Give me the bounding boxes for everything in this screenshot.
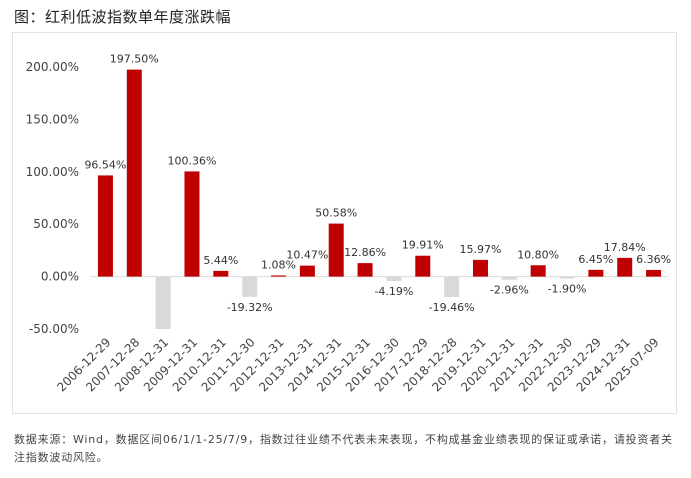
data-label: 17.84% (604, 241, 646, 254)
bar (559, 276, 575, 279)
data-label: -1.90% (548, 283, 587, 296)
bar (271, 275, 287, 277)
bar (357, 263, 373, 277)
y-tick-label: -50.00% (29, 322, 79, 336)
data-label: 6.45% (578, 253, 613, 266)
data-label: 6.36% (636, 253, 671, 266)
bar (415, 255, 431, 277)
bar (386, 276, 402, 281)
data-label: 197.50% (110, 53, 159, 66)
bar (242, 276, 258, 297)
data-label: 100.36% (167, 154, 216, 167)
data-label: 5.44% (203, 254, 238, 267)
bar (444, 276, 460, 297)
data-label: 50.58% (315, 207, 357, 220)
bar (328, 223, 344, 277)
y-tick-label: 0.00% (41, 270, 79, 284)
bar (472, 259, 488, 277)
bar (646, 269, 662, 277)
data-label: 15.97% (459, 243, 501, 256)
bar (588, 269, 604, 277)
bar (299, 265, 315, 277)
data-label: 96.54% (84, 158, 126, 171)
data-label: -19.32% (227, 301, 273, 314)
bar (184, 171, 200, 277)
bar-chart: 200.00% 150.00% 100.00% 50.00% 0.00% -50.00% 9… (26, 53, 671, 395)
bar (213, 270, 229, 277)
y-tick-label: 50.00% (33, 217, 79, 231)
y-tick-label: 150.00% (26, 112, 79, 126)
data-label: 10.80% (517, 248, 559, 261)
bar (501, 276, 517, 280)
bar (155, 276, 171, 329)
data-label: 1.08% (261, 258, 296, 271)
y-tick-label: 100.00% (26, 165, 79, 179)
bar (617, 257, 633, 277)
data-label: -19.46% (429, 301, 475, 314)
data-label: 19.91% (402, 239, 444, 252)
data-label: 12.86% (344, 246, 386, 259)
bar (530, 265, 546, 277)
chart-container: 200.00% 150.00% 100.00% 50.00% 0.00% -50.00% 9… (12, 32, 677, 414)
data-label: -4.19% (374, 285, 413, 298)
y-tick-label: 200.00% (26, 60, 79, 74)
bar (97, 175, 113, 277)
data-label: 10.47% (286, 249, 328, 262)
page-title: 图：红利低波指数单年度涨跌幅 (14, 8, 232, 26)
data-label: -2.96% (490, 284, 529, 297)
source-note: 数据来源：Wind，数据区间06/1/1-25/7/9，指数过往业绩不代表未来表… (14, 433, 673, 464)
bar (126, 69, 142, 277)
